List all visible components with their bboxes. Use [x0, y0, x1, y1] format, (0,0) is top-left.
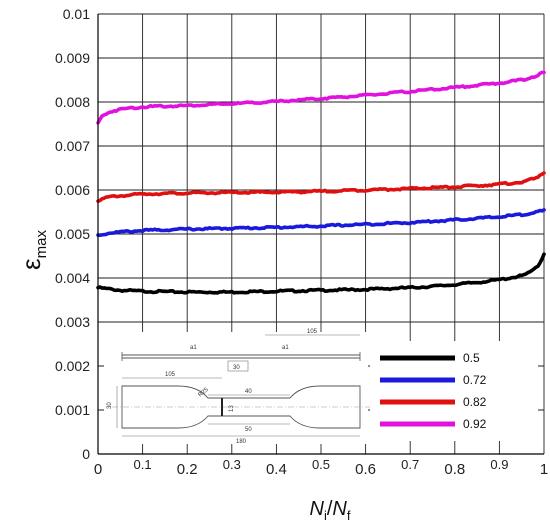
x-tick-label-minor: 0.5	[312, 457, 330, 472]
inset-background	[104, 332, 368, 444]
x-tick-label-major: 0.4	[266, 461, 287, 478]
y-tick-label: 0.001	[55, 402, 90, 418]
x-axis-title-main2: N	[332, 498, 347, 520]
legend: 0.5 0.72 0.82 0.92	[370, 341, 538, 441]
y-tick-labels: 0 0.001 0.002 0.003 0.004 0.005 0.006 0.007 0.00…	[55, 6, 90, 462]
y-axis-title-main: ε	[16, 258, 46, 270]
y-tick-label: 0.006	[55, 182, 90, 198]
x-tick-label-minor: 0.1	[134, 457, 152, 472]
series-lines	[96, 70, 546, 295]
side-view-notch-box	[227, 360, 249, 372]
series-line-0.82	[96, 171, 546, 203]
dim-label-50: 50	[245, 427, 252, 433]
y-tick-label: 0.008	[55, 94, 90, 110]
dim-label-13: 13	[229, 405, 235, 412]
legend-label-0.72: 0.72	[463, 373, 487, 387]
x-tick-label-major: 1	[540, 461, 548, 478]
y-tick-label: 0.007	[55, 138, 90, 154]
dim-label-180: 180	[236, 439, 247, 445]
x-tick-label-major: 0.6	[355, 461, 376, 478]
y-axis-title: εmax	[16, 230, 50, 270]
legend-label-0.92: 0.92	[463, 417, 487, 431]
specimen-drawing-inset: 105 105 30 a1 a1 30 R25 13 40 50 180	[104, 329, 370, 445]
x-axis-title-main: N	[310, 498, 325, 520]
x-tick-label-minor: 0.3	[223, 457, 241, 472]
y-tick-label: 0.002	[55, 358, 90, 374]
dim-label-40: 40	[245, 389, 252, 395]
x-tick-labels: 0 0.2 0.4 0.6 0.8 1 0.1 0.3 0.5 0.7 0.9	[94, 457, 548, 478]
y-tick-label: 0.003	[55, 314, 90, 330]
dogbone-outline	[121, 385, 361, 429]
dim-label-105-top: 105	[307, 329, 318, 335]
x-axis-title-slash: /	[327, 498, 333, 520]
x-tick-label-major: 0.2	[177, 461, 198, 478]
x-axis-title-sub2: f	[347, 508, 351, 523]
series-line-0.92	[96, 70, 546, 125]
x-axis-title: Ni/Nf	[310, 498, 351, 523]
dim-label-30: 30	[107, 402, 113, 409]
y-tick-label: 0.004	[55, 270, 90, 286]
x-tick-label-minor: 0.7	[401, 457, 419, 472]
y-tick-label: 0.005	[55, 226, 90, 242]
legend-label-0.82: 0.82	[463, 395, 487, 409]
y-axis-title-sub: max	[33, 230, 50, 259]
legend-label-0.5: 0.5	[463, 351, 480, 365]
y-tick-label: 0.009	[55, 50, 90, 66]
dim-label-30-side: 30	[233, 365, 240, 371]
x-tick-label-major: 0	[94, 461, 102, 478]
x-tick-label-major: 0.8	[444, 461, 465, 478]
y-tick-label: 0	[82, 446, 90, 462]
dim-label-105-left: 105	[165, 372, 176, 378]
y-tick-label: 0.01	[63, 6, 90, 22]
series-line-0.72	[96, 208, 546, 237]
dim-label-a1-left: a1	[190, 345, 197, 351]
x-tick-label-minor: 0.9	[490, 457, 508, 472]
x-axis-title-sub1: i	[324, 508, 327, 523]
dim-label-a1-right: a1	[282, 345, 289, 351]
series-line-0.5	[96, 252, 546, 295]
